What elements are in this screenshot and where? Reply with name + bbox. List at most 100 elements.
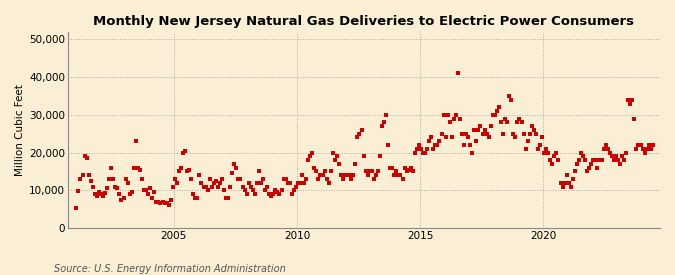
Point [596,158,607,162]
Point [173,169,184,174]
Point [438,113,449,117]
Point [184,167,194,172]
Point [436,131,447,136]
Point [364,169,375,174]
Point [188,192,198,196]
Point [120,177,131,181]
Point [176,166,186,170]
Point [586,162,597,166]
Point [489,113,500,117]
Point [100,191,111,196]
Point [153,199,164,204]
Point [250,192,261,196]
Point [576,150,587,155]
Point [340,173,350,177]
Point [410,150,421,155]
Point [387,166,398,170]
Point [307,150,318,155]
Point [130,139,141,144]
Point [303,158,314,162]
Point [426,135,437,140]
Point [639,150,650,155]
Point [79,154,90,159]
Point [420,150,431,155]
Y-axis label: Million Cubic Feet: Million Cubic Feet [15,84,25,176]
Point [178,150,188,155]
Point [311,169,322,174]
Point [112,186,123,191]
Point [373,169,383,174]
Point [539,150,549,155]
Point [75,177,86,181]
Point [89,192,100,196]
Point [83,173,94,177]
Point [450,113,461,117]
Point [442,113,453,117]
Point [385,166,396,170]
Point [574,158,585,162]
Point [645,147,656,151]
Point [92,194,103,198]
Point [71,206,82,211]
Point [338,177,348,181]
Point [329,158,340,162]
Point [87,184,98,189]
Point [262,184,273,189]
Point [161,201,172,206]
Point [500,116,510,121]
Point [479,128,490,132]
Point [321,177,332,181]
Point [446,135,457,140]
Point [432,143,443,147]
Point [477,131,488,136]
Point [520,147,531,151]
Point [430,143,441,147]
Point [508,131,518,136]
Point [557,184,568,189]
Point [475,124,486,128]
Point [434,139,445,144]
Point [354,131,365,136]
Point [292,180,303,185]
Point [237,184,248,189]
Point [516,120,527,125]
Point [169,177,180,181]
Point [621,150,632,155]
Point [604,150,615,155]
Point [219,188,230,192]
Point [524,131,535,136]
Point [180,148,190,153]
Point [239,188,250,192]
Point [367,169,377,174]
Point [566,184,576,189]
Point [564,180,574,185]
Point [401,169,412,174]
Point [461,131,472,136]
Point [309,166,320,170]
Point [331,154,342,159]
Point [422,147,433,151]
Point [317,173,328,177]
Point [547,162,558,166]
Point [140,188,151,192]
Point [448,116,459,121]
Point [94,190,105,194]
Point [522,139,533,144]
Point [106,166,117,170]
Point [243,180,254,185]
Point [252,180,263,185]
Point [518,131,529,136]
Point [138,188,149,192]
Point [298,180,309,185]
Point [615,162,626,166]
Point [512,120,523,125]
Point [467,150,478,155]
Point [294,180,305,185]
Point [399,166,410,170]
Text: Source: U.S. Energy Information Administration: Source: U.S. Energy Information Administ… [54,264,286,274]
Point [159,201,170,206]
Point [553,158,564,162]
Point [551,150,562,155]
Point [362,173,373,177]
Point [122,180,133,185]
